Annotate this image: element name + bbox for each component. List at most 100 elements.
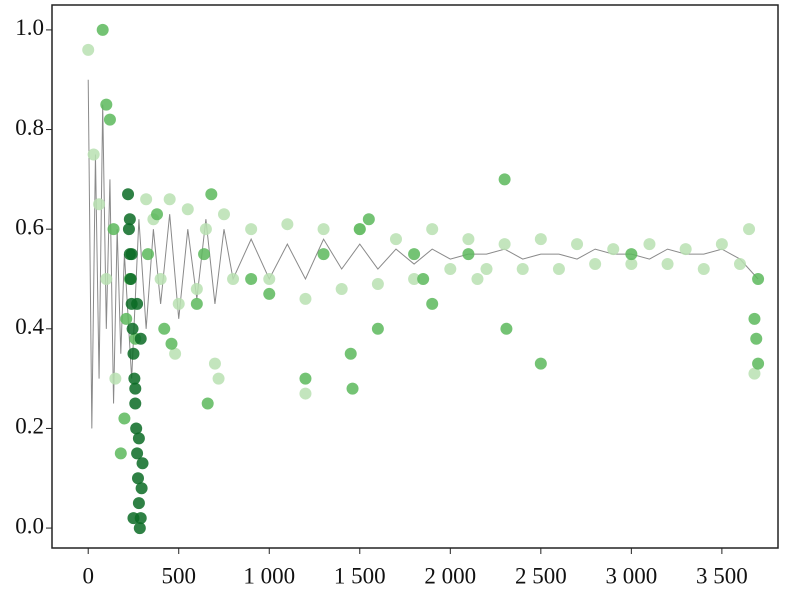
point xyxy=(199,223,212,236)
point xyxy=(417,272,430,285)
point xyxy=(715,238,728,251)
point xyxy=(589,258,602,271)
point xyxy=(498,173,511,186)
point xyxy=(389,233,402,246)
point xyxy=(263,272,276,285)
point xyxy=(743,223,756,236)
point xyxy=(128,372,141,385)
x-tick-label: 1 500 xyxy=(334,563,386,588)
point xyxy=(534,357,547,370)
point xyxy=(134,332,147,345)
point xyxy=(131,447,144,460)
point xyxy=(132,497,145,510)
point xyxy=(245,272,258,285)
point xyxy=(426,223,439,236)
point xyxy=(125,248,138,261)
x-tick-label: 0 xyxy=(82,563,94,588)
point xyxy=(93,198,106,211)
point xyxy=(130,422,143,435)
point xyxy=(263,287,276,300)
point xyxy=(127,347,140,360)
point xyxy=(317,223,330,236)
point xyxy=(136,457,149,470)
point xyxy=(109,372,122,385)
point xyxy=(408,248,421,261)
point xyxy=(141,248,154,261)
point xyxy=(299,292,312,305)
point xyxy=(172,297,185,310)
point xyxy=(480,263,493,276)
point xyxy=(371,277,384,290)
point xyxy=(190,297,203,310)
x-tick-label: 1 000 xyxy=(243,563,295,588)
point xyxy=(208,357,221,370)
point xyxy=(131,297,144,310)
point xyxy=(131,472,144,485)
point xyxy=(346,382,359,395)
point xyxy=(353,223,366,236)
point xyxy=(426,297,439,310)
plot-frame xyxy=(51,4,779,549)
point xyxy=(697,263,710,276)
point xyxy=(120,312,133,325)
point xyxy=(198,248,211,261)
point xyxy=(122,223,135,236)
point xyxy=(118,412,131,425)
point xyxy=(607,243,620,256)
point xyxy=(87,148,100,161)
point xyxy=(169,347,182,360)
point xyxy=(408,272,421,285)
y-tick-label: 0.0 xyxy=(15,513,44,538)
point xyxy=(151,208,164,221)
point xyxy=(752,357,765,370)
point xyxy=(371,322,384,335)
point xyxy=(96,23,109,36)
point xyxy=(100,98,113,111)
point xyxy=(135,482,148,495)
point xyxy=(462,233,475,246)
point xyxy=(344,347,357,360)
point xyxy=(114,447,127,460)
point xyxy=(126,322,139,335)
y-tick-label: 0.6 xyxy=(15,214,44,239)
point xyxy=(163,193,176,206)
point xyxy=(733,258,746,271)
point xyxy=(129,382,142,395)
point xyxy=(748,312,761,325)
point xyxy=(140,193,153,206)
point xyxy=(245,223,258,236)
point xyxy=(165,337,178,350)
point xyxy=(471,272,484,285)
point xyxy=(103,113,116,126)
point xyxy=(123,213,136,226)
point xyxy=(201,397,214,410)
point xyxy=(122,188,135,201)
point xyxy=(625,248,638,261)
point xyxy=(127,512,140,525)
point xyxy=(643,238,656,251)
x-tick-label: 500 xyxy=(161,563,196,588)
series-line xyxy=(87,79,759,429)
point xyxy=(154,272,167,285)
point xyxy=(516,263,529,276)
point xyxy=(181,203,194,216)
x-tick-label: 3 000 xyxy=(605,563,657,588)
point xyxy=(317,248,330,261)
x-tick-label: 2 000 xyxy=(424,563,476,588)
x-tick-label: 2 500 xyxy=(515,563,567,588)
point xyxy=(498,238,511,251)
point xyxy=(100,272,113,285)
point xyxy=(124,272,137,285)
point xyxy=(552,263,565,276)
point xyxy=(132,432,145,445)
point xyxy=(299,372,312,385)
point xyxy=(362,213,375,226)
point xyxy=(281,218,294,231)
x-tick-label: 3 500 xyxy=(696,563,748,588)
point xyxy=(205,188,218,201)
point xyxy=(462,248,475,261)
point xyxy=(227,272,240,285)
point xyxy=(335,282,348,295)
point xyxy=(500,322,513,335)
